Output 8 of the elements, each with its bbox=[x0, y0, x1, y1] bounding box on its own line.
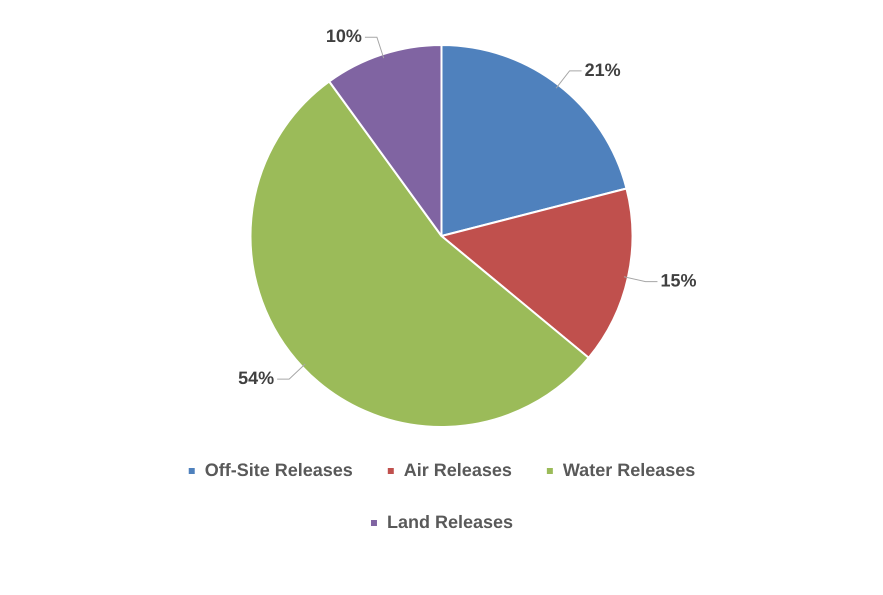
data-label: 10% bbox=[326, 26, 362, 46]
legend-label: Air Releases bbox=[404, 460, 512, 480]
data-label: 54% bbox=[238, 368, 274, 388]
data-label: 15% bbox=[660, 270, 696, 291]
legend-label: Land Releases bbox=[386, 512, 514, 532]
legend-label: Water Releases bbox=[562, 460, 696, 480]
legend-label: Off-Site Releases bbox=[204, 460, 353, 480]
data-label: 21% bbox=[584, 60, 621, 80]
